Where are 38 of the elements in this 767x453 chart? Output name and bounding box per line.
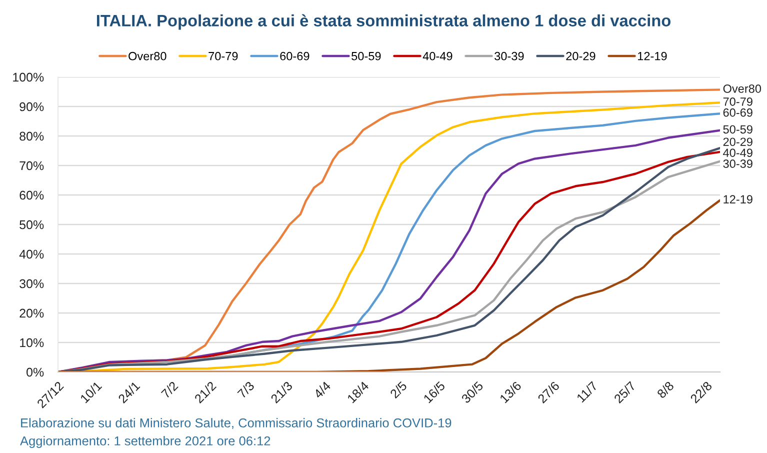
y-tick-label: 60% [20,190,44,200]
text: Aggiornamento: 1 settembre 2021 ore 06:12 [20,436,270,448]
legend-label: Over80 [128,52,166,60]
y-tick-label: 90% [20,102,44,112]
text: Over80 [723,84,762,93]
legend-label: 60-69 [280,52,310,60]
legend-label: 50-59 [352,52,381,60]
y-tick-label: 100% [13,72,44,82]
x-tick-label: 8/8 [656,380,674,399]
y-tick-label: 10% [20,338,44,348]
legend-label: 40-49 [422,52,452,60]
text: 20-29 [723,138,752,146]
y-tick-label: 80% [20,132,44,141]
text: 50-59 [723,125,752,134]
y-tick-label: 70% [20,161,44,170]
text: 30-39 [723,160,752,168]
x-tick-label: 4/4 [312,380,332,399]
y-tick-label: 30% [20,279,44,288]
legend-label: 20-29 [566,52,596,60]
legend-label: 70-79 [208,52,238,60]
x-tick-label: 24/1 [118,380,140,404]
y-tick-label: 40% [19,250,44,259]
y-tick-label: 20% [20,308,44,318]
text: 70-79 [723,97,752,106]
x-tick-label: 10/1 [80,380,102,404]
text: 60-69 [723,108,752,117]
legend-label: 30-39 [494,52,524,60]
chart-title: ITALIA. Popolazione a cui è stata somministrata almeno 1 dose di vaccino [96,14,671,30]
y-tick-label: 50% [20,220,44,230]
y-tick-label: 0% [26,368,44,377]
line-series [58,199,720,372]
x-tick-label: 7/2 [160,380,178,399]
x-tick-label: 7/3 [236,380,255,399]
x-tick-label: 2/5 [389,380,408,399]
text: 12-19 [724,195,752,204]
text: Elaborazione su dati Ministero Salute, Commissario Straordinario COVID-19 [21,418,452,429]
text: 40-49 [723,148,752,157]
legend-label: 12-19 [638,52,667,60]
